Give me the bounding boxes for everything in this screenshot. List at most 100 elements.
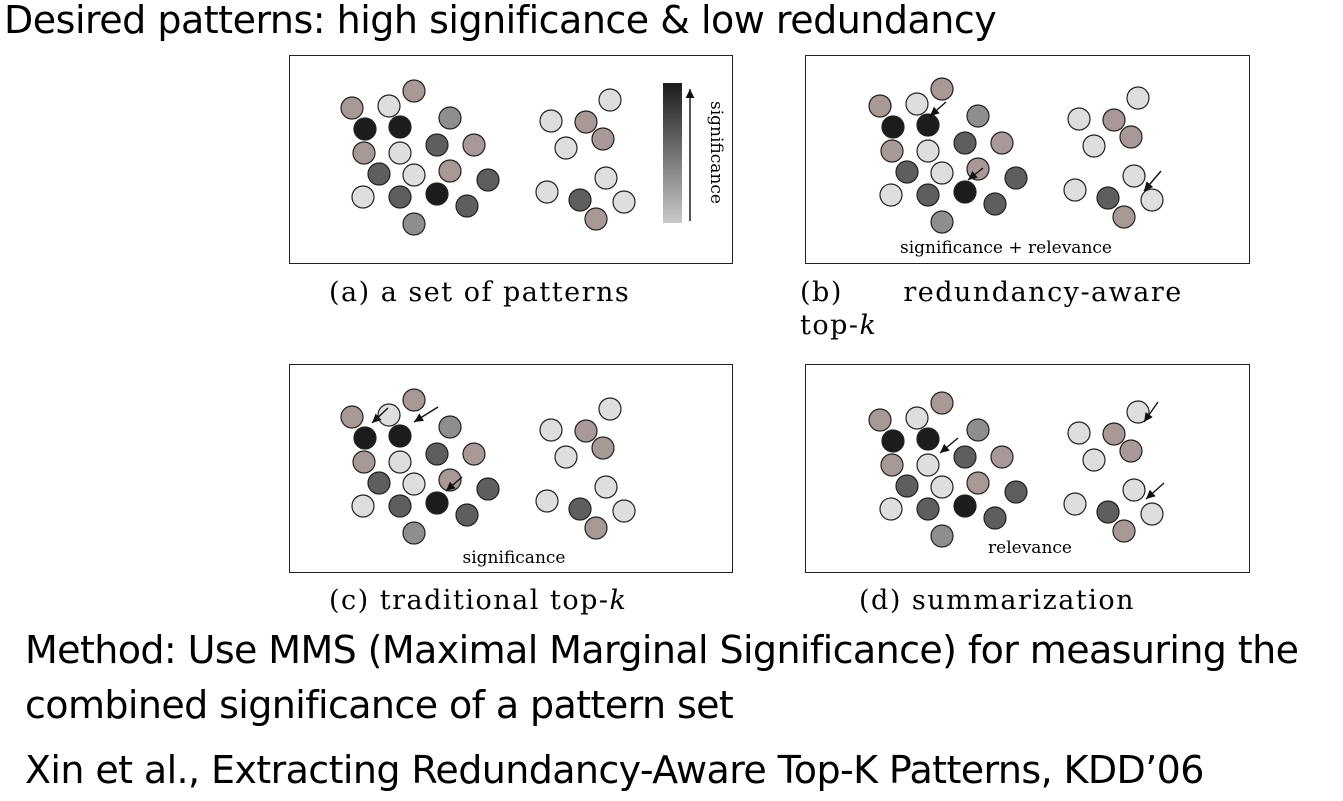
pattern-circle xyxy=(868,408,892,432)
pattern-circle xyxy=(402,472,426,496)
pattern-circle xyxy=(930,210,954,234)
pattern-circle xyxy=(388,185,412,209)
pattern-circle xyxy=(455,194,479,218)
pattern-circle xyxy=(353,117,377,141)
caption-b-topk-prefix: top- xyxy=(800,310,860,341)
pattern-circle xyxy=(455,503,479,527)
panel-c: significance xyxy=(289,364,733,573)
pattern-circle xyxy=(1063,492,1087,516)
pattern-circle xyxy=(554,445,578,469)
pattern-circle xyxy=(916,497,940,521)
citation-line: Xin et al., Extracting Redundancy-Aware … xyxy=(25,748,1204,792)
pattern-circle xyxy=(402,79,426,103)
pattern-circle xyxy=(966,104,990,128)
pattern-circle xyxy=(388,115,412,139)
caption-c-text: (c) traditional top- xyxy=(329,585,610,616)
pattern-circle xyxy=(584,516,608,540)
pattern-circle xyxy=(377,403,401,427)
pattern-circle xyxy=(916,427,940,451)
selection-arrow-head xyxy=(446,481,456,491)
pattern-circle xyxy=(340,96,364,120)
pattern-circle xyxy=(351,494,375,518)
pattern-circle xyxy=(916,139,940,163)
pattern-circle xyxy=(879,497,903,521)
method-line-2: combined significance of a pattern set xyxy=(25,683,734,727)
pattern-circle xyxy=(1112,205,1136,229)
pattern-circle xyxy=(916,453,940,477)
panel-a: significance xyxy=(289,55,733,264)
pattern-circle xyxy=(1102,422,1126,446)
pattern-circle xyxy=(905,92,929,116)
pattern-circle xyxy=(983,506,1007,530)
pattern-circle xyxy=(1063,178,1087,202)
selection-arrow-head xyxy=(940,443,950,453)
pattern-circle xyxy=(879,183,903,207)
pattern-circle xyxy=(388,450,412,474)
pattern-circle xyxy=(402,163,426,187)
pattern-circle xyxy=(1140,502,1164,526)
pattern-circle xyxy=(568,497,592,521)
pattern-circle xyxy=(1119,439,1143,463)
pattern-circle xyxy=(598,397,622,421)
pattern-circle xyxy=(340,405,364,429)
pattern-circle xyxy=(438,106,462,130)
pattern-circle xyxy=(930,391,954,415)
pattern-circle xyxy=(402,521,426,545)
pattern-circle xyxy=(425,491,449,515)
pattern-circle xyxy=(1082,134,1106,158)
pattern-circle xyxy=(554,136,578,160)
panel-b-diagram: significance + relevance xyxy=(868,77,1164,258)
pattern-circle xyxy=(905,406,929,430)
pattern-circle xyxy=(1004,166,1028,190)
pattern-circle xyxy=(1082,448,1106,472)
pattern-circle xyxy=(990,445,1014,469)
pattern-circle xyxy=(388,141,412,165)
caption-c: (c) traditional top-k xyxy=(329,585,627,616)
pattern-circle xyxy=(1067,107,1091,131)
pattern-circle xyxy=(438,159,462,183)
caption-a: (a) a set of patterns xyxy=(329,277,631,308)
pattern-circle xyxy=(953,131,977,155)
pattern-circle xyxy=(1126,400,1150,424)
pattern-circle xyxy=(1112,519,1136,543)
pattern-circle xyxy=(895,474,919,498)
pattern-circle xyxy=(568,188,592,212)
caption-b-line1: (b) redundancy-aware xyxy=(800,277,1183,308)
pattern-circle xyxy=(351,185,375,209)
pattern-circle xyxy=(584,207,608,231)
pattern-circle xyxy=(438,468,462,492)
pattern-circle xyxy=(1096,500,1120,524)
pattern-circle xyxy=(594,475,618,499)
pattern-circle xyxy=(880,139,904,163)
pattern-circle xyxy=(388,494,412,518)
pattern-circle xyxy=(353,426,377,450)
pattern-circle xyxy=(367,471,391,495)
pattern-circle xyxy=(476,168,500,192)
panel-c-diagram: significance xyxy=(340,388,636,568)
pattern-circle xyxy=(930,161,954,185)
pattern-circle xyxy=(612,190,636,214)
pattern-circle xyxy=(1119,125,1143,149)
pattern-circle xyxy=(953,494,977,518)
pattern-circle xyxy=(425,133,449,157)
pattern-circle xyxy=(598,88,622,112)
pattern-circle xyxy=(1126,86,1150,110)
pattern-circle xyxy=(1004,480,1028,504)
pattern-circle xyxy=(990,131,1014,155)
pattern-circle xyxy=(953,180,977,204)
pattern-circle xyxy=(612,499,636,523)
pattern-circle xyxy=(868,94,892,118)
selection-arrow-head xyxy=(372,413,382,423)
pattern-circle xyxy=(880,453,904,477)
pattern-circle xyxy=(388,424,412,448)
caption-b-line2: top-k xyxy=(800,310,877,341)
pattern-circle xyxy=(591,436,615,460)
pattern-circle xyxy=(916,113,940,137)
pattern-circle xyxy=(352,141,376,165)
pattern-circle xyxy=(574,419,598,443)
pattern-circle xyxy=(1096,186,1120,210)
selection-arrow-head xyxy=(968,170,978,180)
pattern-circle xyxy=(953,445,977,469)
pattern-circle xyxy=(594,166,618,190)
pattern-circle xyxy=(1140,188,1164,212)
